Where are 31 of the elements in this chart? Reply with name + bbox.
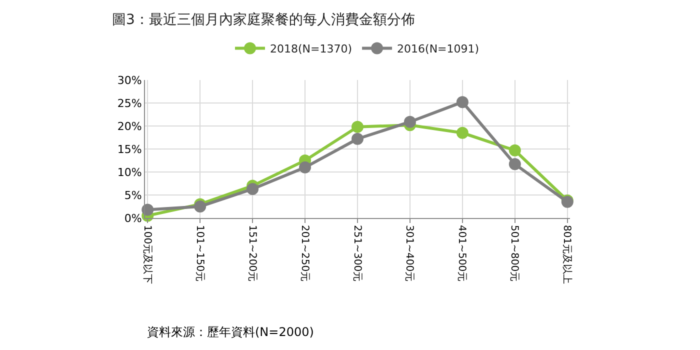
point (456, 96, 468, 108)
y-tick-label: 10% (117, 166, 142, 179)
point (194, 200, 206, 212)
x-tick-label: 301~400元 (404, 225, 415, 282)
x-tick-label: 251~300元 (351, 225, 362, 282)
chart-title: 圖3：最近三個月內家庭聚餐的每人消費金額分佈 (112, 12, 415, 28)
y-tick-label: 0% (124, 212, 142, 225)
x-tick-label: 101~150元 (194, 225, 205, 282)
point (456, 126, 468, 139)
x-tick-label: 501~800元 (508, 225, 520, 282)
point (404, 116, 416, 128)
legend-label: 2016(N=1091) (397, 42, 480, 56)
point (246, 183, 259, 196)
point (508, 158, 521, 170)
y-tick-label: 25% (117, 96, 142, 110)
x-tick-label: 401~500元 (456, 225, 468, 282)
y-tick-label: 20% (117, 120, 142, 133)
point (142, 204, 154, 216)
y-tick-label: 30% (117, 74, 142, 87)
point (299, 161, 312, 174)
x-tick-label: 201~250元 (298, 225, 310, 282)
y-tick-label: 5% (124, 188, 142, 202)
point (508, 144, 521, 156)
x-tick-label: 151~200元 (246, 225, 258, 282)
point (352, 132, 364, 145)
legend-label: 2018(N=1370) (270, 42, 352, 56)
y-tick-label: 15% (117, 142, 142, 156)
point (352, 120, 364, 133)
x-tick-label: 801元及以上 (561, 225, 574, 284)
x-tick-label: 100元及以下 (141, 225, 154, 284)
source-note: 資料來源：歷年資料(N=2000) (147, 325, 314, 339)
